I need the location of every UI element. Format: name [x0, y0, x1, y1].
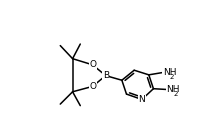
Text: N: N — [138, 95, 145, 104]
Text: 2: 2 — [173, 91, 177, 97]
Text: O: O — [90, 60, 97, 69]
Text: 2: 2 — [169, 74, 174, 81]
Text: NH: NH — [166, 85, 180, 94]
Text: O: O — [90, 82, 97, 91]
Text: B: B — [103, 71, 109, 80]
Text: NH: NH — [163, 68, 176, 77]
